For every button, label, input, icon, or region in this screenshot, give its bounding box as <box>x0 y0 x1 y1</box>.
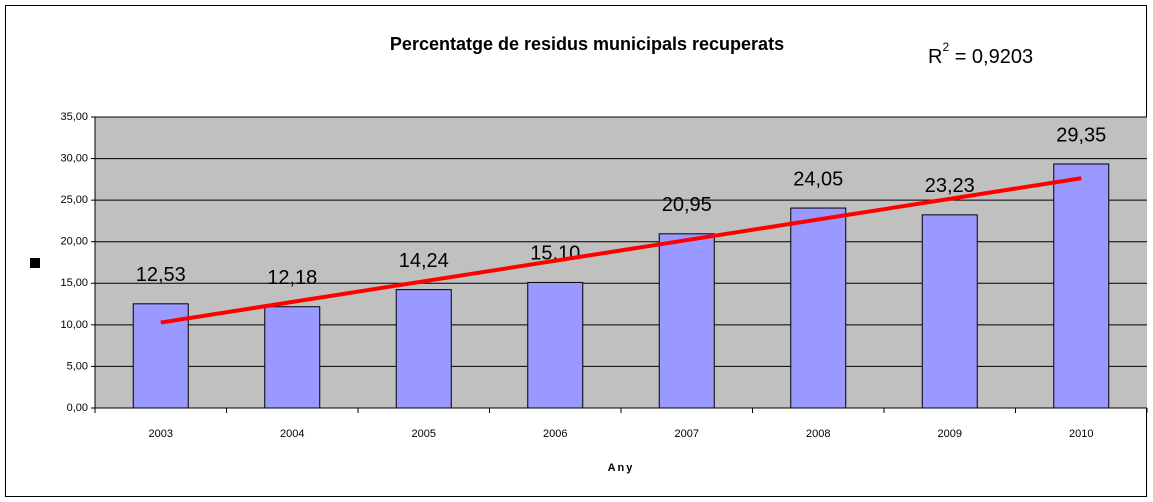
r2-rest: = 0,9203 <box>949 46 1033 68</box>
bar <box>790 207 847 409</box>
y-tick-label: 5,00 <box>67 360 88 372</box>
x-tick-label: 2010 <box>1069 428 1093 440</box>
y-tick-label: 25,00 <box>60 194 88 206</box>
x-tick-label: 2003 <box>149 428 173 440</box>
bar <box>527 281 584 409</box>
bar <box>921 214 978 409</box>
data-label: 29,35 <box>1056 124 1106 146</box>
trendline <box>160 176 1082 325</box>
x-tick-label: 2009 <box>938 428 962 440</box>
y-tick-label: 10,00 <box>60 319 88 331</box>
r2-sup: 2 <box>942 40 949 54</box>
x-tick-label: 2007 <box>675 428 699 440</box>
plot-area <box>95 117 1147 408</box>
bar <box>264 306 321 409</box>
data-label: 23,23 <box>925 175 975 197</box>
y-tick-label: 15,00 <box>60 277 88 289</box>
r2-base: R <box>928 46 942 68</box>
legend-key <box>30 258 40 268</box>
y-tick-label: 0,00 <box>67 402 88 414</box>
data-label: 12,53 <box>136 264 186 286</box>
x-tick-label: 2006 <box>543 428 567 440</box>
y-tick-label: 35,00 <box>60 111 88 123</box>
data-label: 14,24 <box>399 250 449 272</box>
data-label: 24,05 <box>793 168 843 190</box>
x-tick-label: 2005 <box>412 428 436 440</box>
bar <box>658 233 715 409</box>
data-label: 12,18 <box>267 267 317 289</box>
y-tick-label: 20,00 <box>60 236 88 248</box>
r-squared: R2 = 0,9203 <box>928 40 1033 68</box>
chart-title: Percentatge de residus municipals recupe… <box>390 34 784 54</box>
x-tick-label: 2004 <box>280 428 304 440</box>
bar <box>395 289 452 409</box>
x-tick-label: 2008 <box>806 428 830 440</box>
y-tick-label: 30,00 <box>60 152 88 164</box>
bar <box>1053 163 1110 409</box>
x-axis-title: Any <box>608 462 635 474</box>
data-label: 20,95 <box>662 194 712 216</box>
